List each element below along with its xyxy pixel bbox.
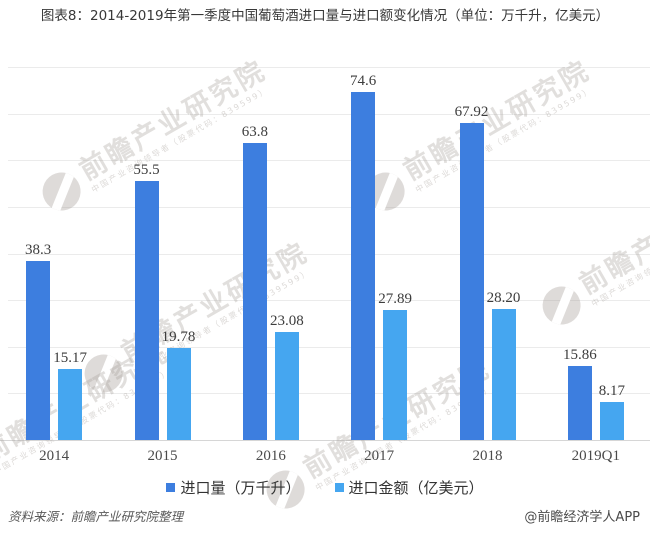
bar-value-label: 23.08: [269, 313, 304, 330]
footer: 资料来源：前瞻产业研究院整理 @前瞻经济学人APP: [8, 506, 640, 525]
bar-import-volume-2019Q1: [567, 366, 592, 440]
gridline: [8, 253, 650, 255]
bar-value-label: 27.89: [378, 290, 413, 307]
bar-import-volume-2016: [242, 142, 267, 440]
plot-area: 38.3 15.17 55.5 19.78 63.8 23.08 74.6 27.89 67.9…: [0, 67, 650, 441]
x-axis-label-2016: 2016: [255, 448, 286, 464]
bar-value-label: 8.17: [598, 382, 625, 399]
bar-import-value-2015: [166, 347, 191, 440]
gridline: [8, 300, 650, 302]
app-credit: @前瞻经济学人APP: [524, 510, 640, 525]
bar-value-label: 67.92: [454, 104, 489, 121]
bar-value-label: 38.3: [25, 242, 52, 259]
bar-import-volume-2018: [459, 123, 484, 440]
bar-value-label: 19.78: [161, 328, 196, 345]
bar-import-volume-2014: [26, 261, 51, 440]
bar-import-volume-2017: [351, 92, 376, 440]
legend-swatch-import-volume: [166, 483, 176, 492]
x-axis-label-2017: 2017: [364, 448, 395, 464]
legend-item-import-volume: 进口量（万千升）: [166, 477, 301, 498]
bar-import-volume-2015: [134, 181, 159, 440]
bar-import-value-2014: [58, 369, 83, 440]
legend-label-import-volume: 进口量（万千升）: [180, 479, 301, 497]
bar-import-value-2019Q1: [599, 401, 624, 440]
bar-import-value-2018: [491, 308, 516, 440]
bar-value-label: 15.86: [562, 347, 597, 364]
legend-item-import-value: 进口金额（亿美元）: [334, 477, 484, 498]
bar-value-label: 63.8: [241, 123, 268, 140]
bar-value-label: 28.20: [486, 289, 521, 306]
legend-swatch-import-value: [334, 483, 344, 492]
x-axis-label-2015: 2015: [147, 448, 178, 464]
x-axis-label-2019Q1: 2019Q1: [571, 448, 620, 464]
gridline: [8, 67, 650, 68]
x-axis-line: [0, 440, 650, 441]
bar-import-value-2017: [383, 309, 408, 440]
bar-value-label: 15.17: [53, 350, 88, 367]
gridline: [8, 346, 650, 348]
chart-title: 图表8：2014-2019年第一季度中国葡萄酒进口量与进口额变化情况（单位：万千…: [40, 8, 610, 24]
gridline: [8, 393, 650, 395]
gridline: [8, 206, 650, 208]
legend-label-import-value: 进口金额（亿美元）: [348, 479, 484, 497]
gridline: [8, 113, 650, 115]
gridline: [8, 160, 650, 162]
source-note: 资料来源：前瞻产业研究院整理: [8, 509, 184, 524]
bar-value-label: 55.5: [133, 162, 160, 179]
x-axis-label-2018: 2018: [472, 448, 503, 464]
bar-import-value-2016: [274, 332, 299, 440]
legend: 进口量（万千升） 进口金额（亿美元）: [0, 477, 650, 498]
bar-value-label: 74.6: [350, 73, 377, 90]
x-axis-label-2014: 2014: [39, 448, 70, 464]
